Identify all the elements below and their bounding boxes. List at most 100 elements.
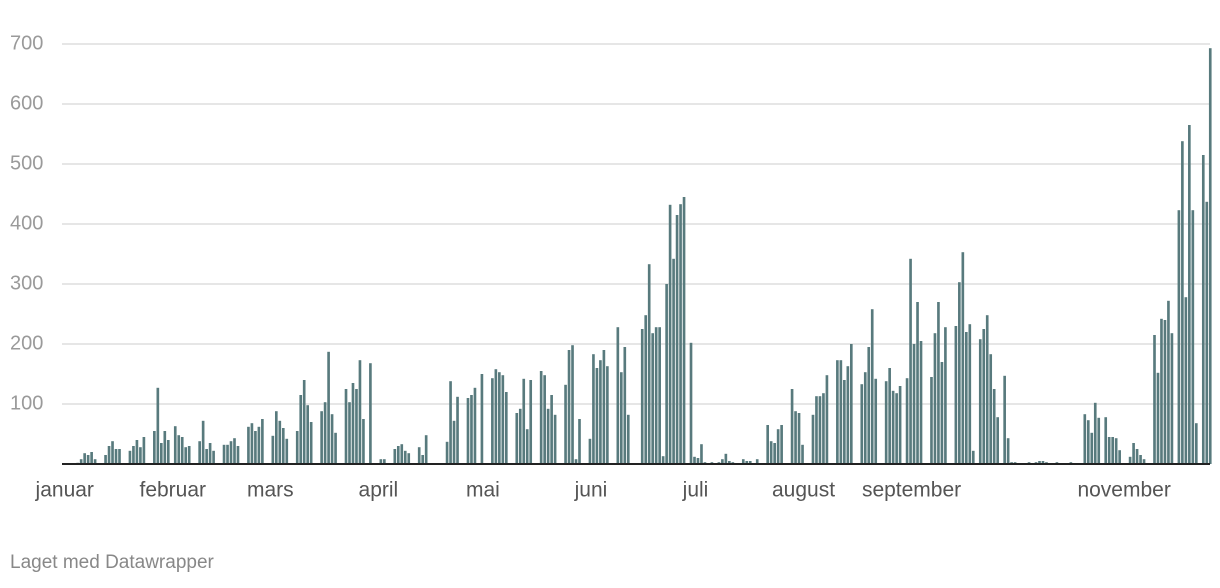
bar bbox=[86, 455, 90, 464]
bar bbox=[755, 459, 759, 464]
bar bbox=[212, 450, 215, 464]
bar bbox=[299, 395, 303, 464]
bar bbox=[1139, 455, 1142, 464]
bar bbox=[668, 204, 672, 465]
bar bbox=[281, 428, 285, 464]
bar bbox=[1194, 423, 1198, 464]
bar bbox=[379, 459, 383, 464]
y-tick-label: 200 bbox=[10, 332, 43, 354]
bar bbox=[578, 419, 581, 464]
bar bbox=[679, 204, 682, 464]
bar bbox=[675, 215, 679, 464]
bar bbox=[825, 375, 829, 464]
bar bbox=[1135, 449, 1139, 464]
bar bbox=[822, 393, 825, 464]
bar bbox=[302, 380, 306, 464]
bar bbox=[159, 443, 163, 464]
bar bbox=[498, 372, 501, 464]
bar bbox=[700, 444, 703, 464]
bar bbox=[104, 455, 107, 464]
bar bbox=[285, 438, 289, 464]
bar bbox=[867, 347, 871, 464]
bar bbox=[766, 425, 770, 464]
bar bbox=[139, 447, 142, 464]
bar bbox=[567, 350, 571, 464]
bar bbox=[773, 443, 776, 464]
bar bbox=[351, 383, 355, 464]
bar bbox=[930, 377, 933, 464]
x-tick-label: juli bbox=[682, 479, 709, 502]
bar bbox=[543, 375, 546, 464]
bar bbox=[1163, 320, 1167, 464]
bar bbox=[790, 389, 794, 464]
bar bbox=[748, 461, 752, 464]
bar bbox=[135, 440, 139, 464]
bar bbox=[445, 441, 449, 464]
bar bbox=[334, 432, 337, 464]
bar bbox=[895, 393, 898, 464]
bar bbox=[971, 450, 975, 464]
bar bbox=[937, 302, 940, 464]
bar bbox=[456, 396, 459, 464]
bar bbox=[480, 374, 484, 464]
bar bbox=[90, 452, 93, 464]
bar bbox=[1097, 417, 1101, 464]
bar bbox=[400, 444, 404, 464]
bar bbox=[769, 441, 773, 464]
bar bbox=[553, 414, 557, 464]
bar bbox=[1086, 420, 1090, 464]
bar bbox=[574, 459, 578, 464]
bar bbox=[1111, 437, 1115, 464]
bar bbox=[546, 408, 550, 464]
bar bbox=[1181, 141, 1184, 464]
bar bbox=[309, 422, 313, 464]
bar bbox=[780, 425, 783, 464]
bar bbox=[665, 284, 668, 464]
bar bbox=[250, 423, 254, 464]
bar bbox=[177, 435, 181, 464]
bar bbox=[261, 419, 264, 464]
bar bbox=[1104, 417, 1108, 464]
bar bbox=[198, 441, 201, 464]
y-tick-label: 100 bbox=[10, 392, 43, 414]
x-tick-label: august bbox=[772, 479, 835, 502]
bar bbox=[1118, 450, 1121, 464]
bar bbox=[588, 438, 592, 464]
bar bbox=[944, 327, 947, 464]
bar bbox=[564, 384, 567, 464]
bar bbox=[79, 459, 83, 464]
bar bbox=[599, 360, 602, 464]
bar bbox=[504, 392, 508, 464]
bar bbox=[383, 459, 386, 464]
bar bbox=[1090, 432, 1094, 464]
bar bbox=[180, 437, 184, 464]
bar bbox=[651, 333, 655, 464]
bar bbox=[884, 381, 888, 464]
bar bbox=[846, 366, 850, 464]
bar bbox=[323, 402, 327, 464]
bar bbox=[640, 329, 644, 464]
bar bbox=[996, 417, 1000, 464]
bar bbox=[470, 395, 473, 464]
bar bbox=[1201, 155, 1205, 464]
bar bbox=[919, 341, 923, 464]
bar bbox=[909, 258, 912, 464]
bar bbox=[107, 446, 111, 464]
bar bbox=[118, 449, 121, 464]
bar bbox=[257, 426, 261, 464]
bar bbox=[992, 389, 996, 464]
bar bbox=[891, 390, 895, 464]
bar bbox=[870, 309, 874, 464]
bar bbox=[421, 455, 425, 464]
bar bbox=[518, 408, 522, 464]
bar bbox=[153, 431, 156, 464]
x-tick-label: november bbox=[1077, 479, 1170, 502]
bar bbox=[776, 429, 780, 464]
bar bbox=[623, 347, 627, 464]
bar bbox=[843, 380, 846, 464]
bar bbox=[571, 345, 574, 464]
bar bbox=[721, 459, 724, 464]
bar bbox=[452, 420, 456, 464]
bar bbox=[964, 332, 968, 464]
